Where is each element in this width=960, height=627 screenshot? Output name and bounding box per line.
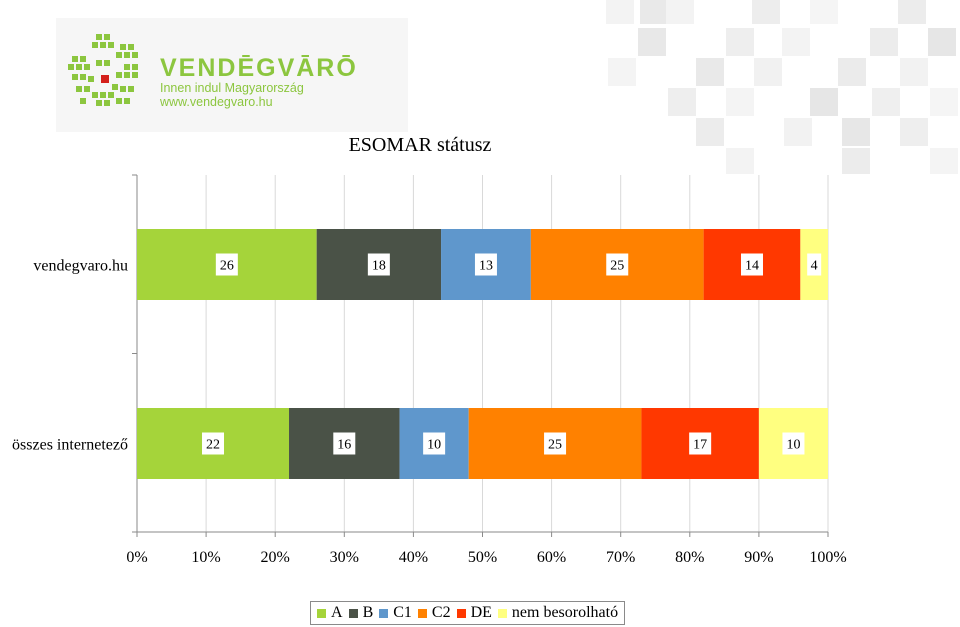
- x-tick-label: 40%: [399, 549, 428, 566]
- data-label: 25: [548, 438, 562, 453]
- legend-label: nem besorolható: [511, 604, 619, 621]
- data-label: 16: [337, 438, 351, 453]
- data-label-box: [333, 432, 356, 455]
- logo-url: www.vendegvaro.hu: [160, 95, 273, 109]
- x-tick-label: 60%: [537, 549, 566, 566]
- legend-swatch: [317, 608, 326, 618]
- stacked-bar-chart: 0% 10% 20% 30% 40% 50% 60% 70% 80% 90% 100% vendegv…: [12, 174, 847, 566]
- data-label-box: [782, 432, 805, 455]
- x-tick-label: 0%: [126, 549, 147, 566]
- x-tick-label: 90%: [744, 549, 773, 566]
- logo-tagline: Innen indul Magyarország: [160, 81, 304, 95]
- data-label: 4: [811, 259, 818, 274]
- legend-item: C2: [417, 604, 451, 622]
- legend-item: A: [317, 604, 343, 622]
- data-label: 22: [206, 438, 220, 453]
- data-label-box: [544, 432, 567, 455]
- legend-label: C2: [431, 604, 451, 621]
- data-label-box: [807, 253, 822, 276]
- data-label: 18: [372, 259, 386, 274]
- x-tick-label: 50%: [468, 549, 497, 566]
- data-label-box: [423, 432, 446, 455]
- legend-item: C1: [379, 604, 412, 622]
- data-label-box: [367, 253, 390, 276]
- data-label-box: [606, 253, 629, 276]
- data-label-box: [689, 432, 712, 455]
- data-label-box: [202, 432, 225, 455]
- legend-label: C1: [393, 604, 412, 621]
- data-label: 25: [610, 259, 624, 274]
- data-label-box: [740, 253, 763, 276]
- data-label: 10: [427, 438, 441, 453]
- x-tick-label: 100%: [809, 549, 846, 566]
- legend-label: DE: [470, 604, 492, 621]
- x-tick-label: 30%: [330, 549, 359, 566]
- legend-swatch: [417, 608, 427, 618]
- chart-title: ESOMAR státusz: [348, 134, 492, 156]
- data-label-box: [474, 253, 497, 276]
- data-label: 14: [745, 259, 759, 274]
- data-label: 10: [786, 438, 800, 453]
- legend-swatch: [379, 608, 389, 618]
- legend-swatch: [497, 608, 507, 618]
- x-tick-label: 70%: [606, 549, 635, 566]
- data-label: 17: [693, 438, 707, 453]
- legend-item: nem besorolható: [497, 604, 619, 622]
- legend-item: B: [348, 604, 374, 622]
- data-label: 26: [220, 259, 234, 274]
- category-label: összes internetező: [12, 437, 128, 454]
- legend-label: A: [331, 604, 343, 621]
- x-tick-label: 10%: [191, 549, 220, 566]
- x-tick-label: 20%: [261, 549, 290, 566]
- category-label: vendegvaro.hu: [33, 258, 128, 275]
- vendegvaro-logo: VENDĒGVĀRŌ Innen indul Magyarország www.…: [56, 18, 408, 132]
- data-label: 13: [479, 259, 493, 274]
- x-tick-label: 80%: [675, 549, 704, 566]
- legend-label: B: [362, 604, 374, 621]
- chart-legend: A B C1 C2 DE nem besorolható: [310, 601, 626, 625]
- legend-item: DE: [456, 604, 492, 622]
- logo-mark-icon: [68, 34, 138, 106]
- data-label-box: [215, 253, 238, 276]
- legend-swatch: [348, 608, 358, 618]
- legend-swatch: [456, 608, 466, 618]
- logo-name: VENDĒGVĀRŌ: [160, 54, 358, 82]
